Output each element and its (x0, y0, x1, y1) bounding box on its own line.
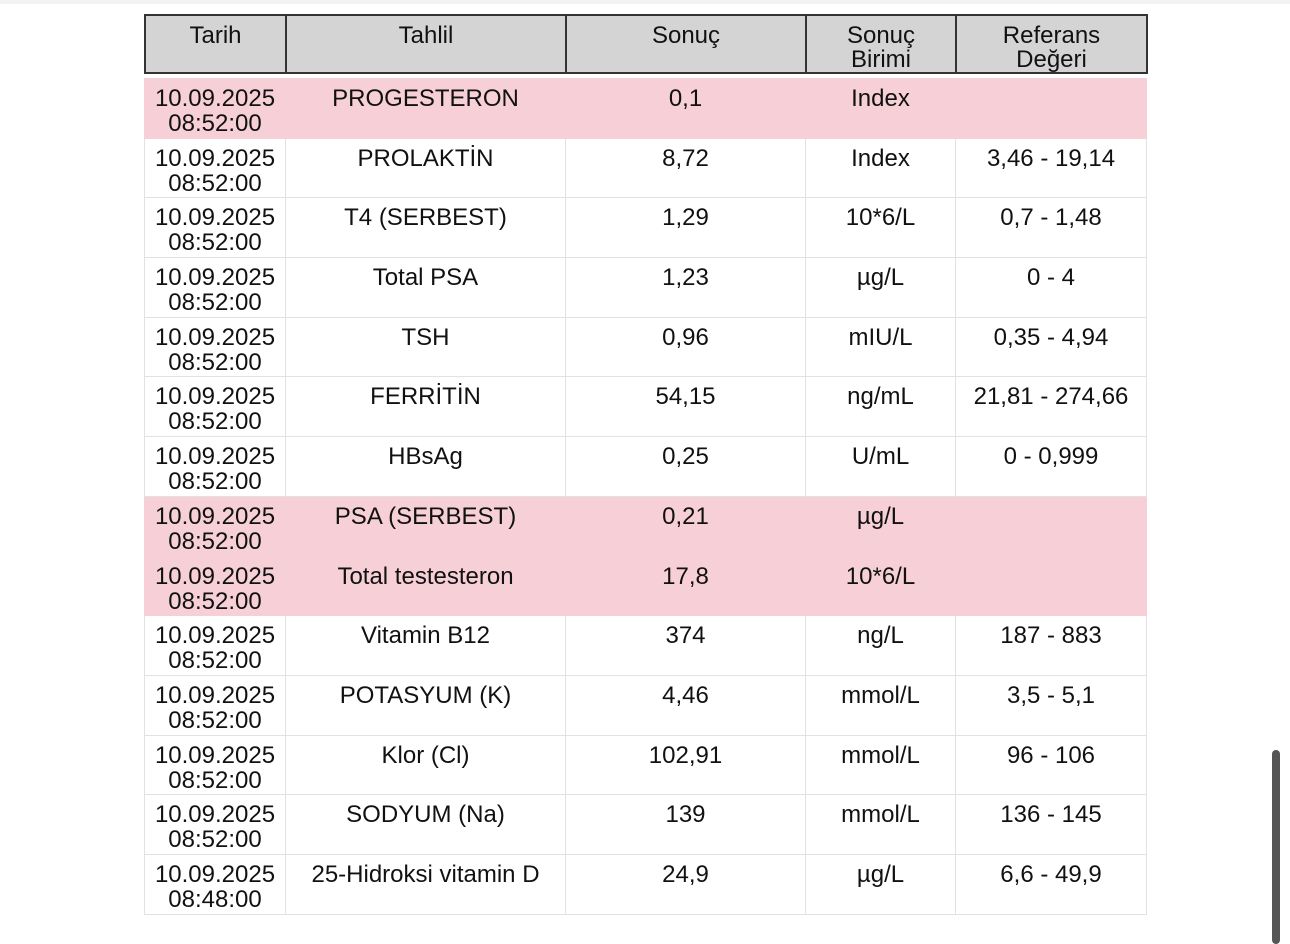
reference-cell: 0,35 - 4,94 (955, 316, 1147, 378)
unit-cell: 10*6/L (805, 555, 956, 617)
test-cell: Vitamin B12 (285, 615, 566, 676)
test-cell: FERRİTİN (285, 376, 566, 438)
reference-cell (955, 555, 1147, 617)
result-cell: 0,96 (565, 316, 806, 378)
table-row: 10.09.2025 08:52:00 POTASYUM (K) 4,46 mmol/… (144, 674, 1147, 736)
unit-cell: Index (805, 78, 956, 139)
date-cell: 10.09.2025 08:52:00 (144, 257, 286, 318)
result-cell: 8,72 (565, 137, 806, 199)
test-cell: T4 (SERBEST) (285, 197, 566, 259)
test-cell: HBsAg (285, 436, 566, 497)
result-cell: 102,91 (565, 734, 806, 796)
header-cell: Sonuç Birimi (805, 14, 957, 74)
test-cell: PSA (SERBEST) (285, 495, 566, 557)
table-row: 10.09.2025 08:52:00 TSH 0,96 mIU/L 0,35 - 4,… (144, 316, 1147, 378)
table-row: 10.09.2025 08:52:00 SODYUM (Na) 139 mmol/L 1… (144, 794, 1147, 855)
reference-cell (955, 495, 1147, 557)
date-cell: 10.09.2025 08:48:00 (144, 853, 286, 915)
table-row: 10.09.2025 08:52:00 HBsAg 0,25 U/mL 0 - 0,99… (144, 436, 1147, 497)
reference-cell: 21,81 - 274,66 (955, 376, 1147, 438)
table-row: 10.09.2025 08:52:00 T4 (SERBEST) 1,29 10*6/… (144, 197, 1147, 259)
test-cell: POTASYUM (K) (285, 674, 566, 736)
result-cell: 0,1 (565, 78, 806, 139)
date-cell: 10.09.2025 08:52:00 (144, 197, 286, 259)
header-cell: Sonuç (565, 14, 807, 74)
unit-cell: mmol/L (805, 734, 956, 796)
table-row: 10.09.2025 08:52:00 Total testesteron 17,8… (144, 555, 1147, 617)
date-cell: 10.09.2025 08:52:00 (144, 376, 286, 438)
table-row: 10.09.2025 08:48:00 25-Hidroksi vitamin D… (144, 853, 1147, 915)
result-cell: 0,25 (565, 436, 806, 497)
date-cell: 10.09.2025 08:52:00 (144, 495, 286, 557)
table-row: 10.09.2025 08:52:00 Klor (Cl) 102,91 mmol/L… (144, 734, 1147, 796)
date-cell: 10.09.2025 08:52:00 (144, 794, 286, 855)
date-cell: 10.09.2025 08:52:00 (144, 316, 286, 378)
test-cell: Total PSA (285, 257, 566, 318)
result-cell: 139 (565, 794, 806, 855)
table-row: 10.09.2025 08:52:00 Total PSA 1,23 µg/L 0 - … (144, 257, 1147, 318)
scrollbar[interactable] (1272, 750, 1280, 944)
unit-cell: ng/mL (805, 376, 956, 438)
result-cell: 374 (565, 615, 806, 676)
test-cell: PROGESTERON (285, 78, 566, 139)
result-cell: 1,29 (565, 197, 806, 259)
header-row: Tarih Tahlil Sonuç Sonuç Birimi Referans Değ… (144, 14, 1148, 74)
unit-cell: Index (805, 137, 956, 199)
reference-cell (955, 78, 1147, 139)
test-cell: Total testesteron (285, 555, 566, 617)
date-cell: 10.09.2025 08:52:00 (144, 137, 286, 199)
result-cell: 4,46 (565, 674, 806, 736)
reference-cell: 0 - 0,999 (955, 436, 1147, 497)
unit-cell: µg/L (805, 495, 956, 557)
test-cell: TSH (285, 316, 566, 378)
unit-cell: mmol/L (805, 674, 956, 736)
table-row: 10.09.2025 08:52:00 PSA (SERBEST) 0,21 µg/L (144, 495, 1147, 557)
unit-cell: µg/L (805, 853, 956, 915)
table-body: 10.09.2025 08:52:00 PROGESTERON 0,1 Index 10… (144, 78, 1147, 915)
unit-cell: mIU/L (805, 316, 956, 378)
header-cell: Tahlil (285, 14, 567, 74)
reference-cell: 187 - 883 (955, 615, 1147, 676)
reference-cell: 3,5 - 5,1 (955, 674, 1147, 736)
date-cell: 10.09.2025 08:52:00 (144, 674, 286, 736)
date-cell: 10.09.2025 08:52:00 (144, 436, 286, 497)
date-cell: 10.09.2025 08:52:00 (144, 615, 286, 676)
unit-cell: ng/L (805, 615, 956, 676)
unit-cell: µg/L (805, 257, 956, 318)
test-cell: 25-Hidroksi vitamin D (285, 853, 566, 915)
reference-cell: 6,6 - 49,9 (955, 853, 1147, 915)
table-row: 10.09.2025 08:52:00 Vitamin B12 374 ng/L 187… (144, 615, 1147, 676)
unit-cell: 10*6/L (805, 197, 956, 259)
header-cell: Referans Değeri (955, 14, 1148, 74)
test-cell: SODYUM (Na) (285, 794, 566, 855)
date-cell: 10.09.2025 08:52:00 (144, 555, 286, 617)
date-cell: 10.09.2025 08:52:00 (144, 734, 286, 796)
table-header: Tarih Tahlil Sonuç Sonuç Birimi Referans Değ… (144, 14, 1148, 74)
reference-cell: 136 - 145 (955, 794, 1147, 855)
date-cell: 10.09.2025 08:52:00 (144, 78, 286, 139)
reference-cell: 0 - 4 (955, 257, 1147, 318)
table-row: 10.09.2025 08:52:00 PROLAKTİN 8,72 Index 3,4… (144, 137, 1147, 199)
result-cell: 24,9 (565, 853, 806, 915)
reference-cell: 0,7 - 1,48 (955, 197, 1147, 259)
unit-cell: U/mL (805, 436, 956, 497)
top-edge (0, 0, 1290, 4)
unit-cell: mmol/L (805, 794, 956, 855)
header-cell: Tarih (144, 14, 287, 74)
result-cell: 17,8 (565, 555, 806, 617)
table-row: 10.09.2025 08:52:00 FERRİTİN 54,15 ng/mL 21,… (144, 376, 1147, 438)
result-cell: 1,23 (565, 257, 806, 318)
table-row: 10.09.2025 08:52:00 PROGESTERON 0,1 Index (144, 78, 1147, 139)
rows: 10.09.2025 08:52:00 PROGESTERON 0,1 Index 10… (144, 78, 1147, 915)
test-cell: Klor (Cl) (285, 734, 566, 796)
reference-cell: 96 - 106 (955, 734, 1147, 796)
reference-cell: 3,46 - 19,14 (955, 137, 1147, 199)
test-cell: PROLAKTİN (285, 137, 566, 199)
result-cell: 0,21 (565, 495, 806, 557)
result-cell: 54,15 (565, 376, 806, 438)
